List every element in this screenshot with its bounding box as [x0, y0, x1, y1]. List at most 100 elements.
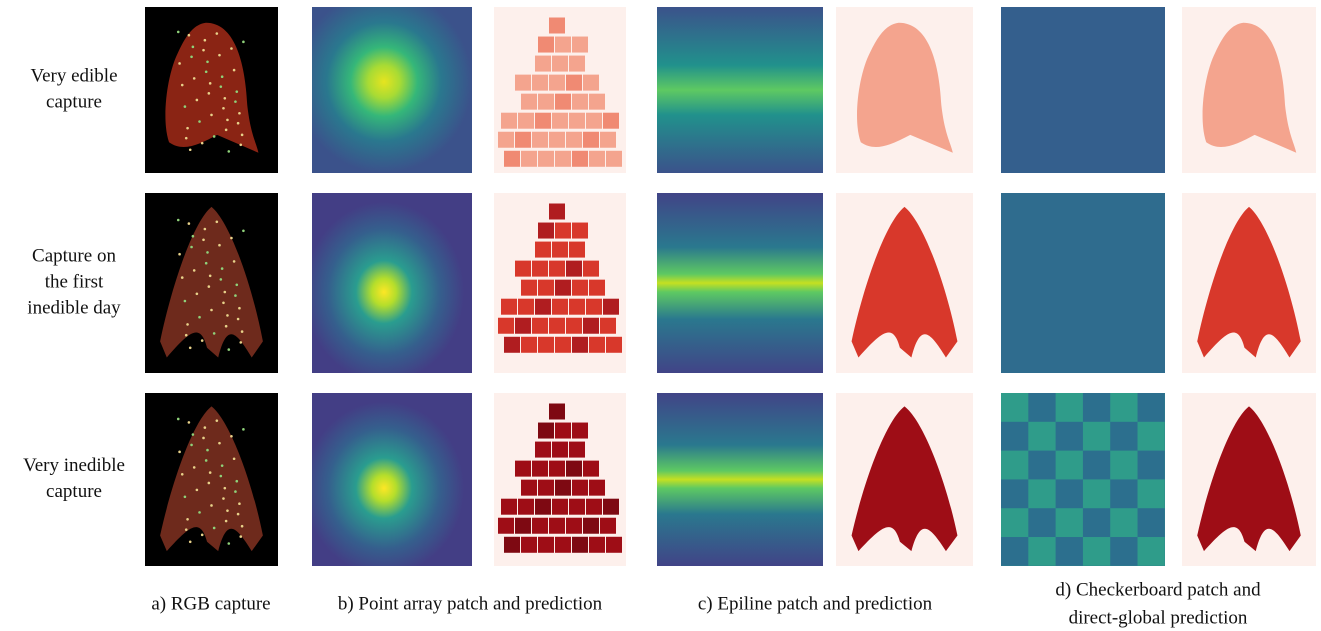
- seed: [238, 111, 241, 115]
- column-caption: b) Point array patch and prediction: [338, 593, 603, 614]
- seed: [210, 504, 213, 507]
- prediction-square: [514, 316, 532, 335]
- prediction-square: [531, 459, 549, 478]
- prediction-square: [551, 297, 569, 316]
- prediction-square: [551, 440, 569, 459]
- seed: [183, 495, 187, 499]
- prediction-square: [568, 497, 586, 516]
- seed: [236, 121, 240, 125]
- seed: [198, 120, 201, 123]
- prediction-square: [565, 130, 583, 149]
- prediction-square: [534, 54, 552, 73]
- prediction-square: [531, 516, 549, 535]
- heatmap: [657, 7, 823, 173]
- prediction-square: [582, 130, 600, 149]
- prediction-square: [605, 535, 623, 554]
- seed: [183, 105, 187, 108]
- seed: [187, 33, 191, 37]
- prediction-square: [534, 440, 552, 459]
- seed: [183, 299, 187, 303]
- prediction-square: [497, 130, 515, 149]
- seed: [204, 261, 208, 265]
- seed: [202, 238, 205, 242]
- seed: [235, 90, 239, 93]
- prediction-square: [599, 130, 617, 149]
- row-label: Very edible: [30, 65, 117, 86]
- seed: [240, 330, 244, 333]
- seed: [191, 433, 195, 436]
- heatmap: [312, 393, 472, 566]
- prediction-square: [554, 221, 572, 240]
- prediction-square: [517, 111, 535, 130]
- heatmap: [657, 393, 823, 566]
- prediction-square: [554, 35, 572, 54]
- seed: [202, 48, 205, 52]
- seed: [218, 53, 221, 57]
- prediction-square: [605, 335, 623, 354]
- prediction-square: [565, 516, 583, 535]
- prediction-square: [531, 259, 549, 278]
- prediction-square: [582, 316, 600, 335]
- seed: [230, 236, 233, 240]
- prediction-square: [571, 278, 589, 297]
- row-label: capture: [46, 481, 102, 502]
- prediction-square: [602, 297, 620, 316]
- heatmap: [1001, 393, 1165, 566]
- seed: [207, 92, 211, 95]
- column-caption: a) RGB capture: [151, 593, 270, 614]
- seed: [238, 306, 241, 310]
- seed: [198, 315, 201, 319]
- prediction-square: [537, 335, 555, 354]
- prediction-square: [599, 516, 617, 535]
- seed: [223, 290, 227, 294]
- seed: [226, 509, 229, 512]
- seed: [184, 136, 188, 140]
- prediction-square: [554, 335, 572, 354]
- prediction-square: [531, 130, 549, 149]
- seed: [208, 274, 212, 278]
- seed: [204, 70, 208, 74]
- seed: [207, 285, 211, 288]
- prediction-square: [517, 297, 535, 316]
- seed: [203, 426, 207, 429]
- prediction-square: [588, 149, 606, 168]
- prediction-square: [551, 111, 569, 130]
- seed: [239, 341, 243, 344]
- prediction-square: [571, 335, 589, 354]
- row-label: the first: [45, 271, 104, 292]
- prediction-square: [514, 259, 532, 278]
- seed: [227, 542, 231, 545]
- prediction-square: [531, 73, 549, 92]
- prediction-square: [568, 54, 586, 73]
- prediction-square: [517, 497, 535, 516]
- seed: [220, 464, 224, 467]
- seed: [235, 479, 239, 483]
- seed: [208, 82, 212, 85]
- prediction-square: [520, 478, 538, 497]
- prediction-square: [554, 421, 572, 440]
- prediction-square: [534, 240, 552, 259]
- prediction-square: [588, 92, 606, 111]
- prediction-square: [520, 535, 538, 554]
- column-caption: c) Epiline patch and prediction: [698, 593, 933, 614]
- seed: [224, 519, 228, 523]
- row-label: Capture on: [32, 245, 116, 266]
- prediction-shape: [1197, 406, 1301, 552]
- prediction-square: [503, 335, 521, 354]
- prediction-square: [571, 35, 589, 54]
- prediction-square: [588, 478, 606, 497]
- prediction-square: [582, 516, 600, 535]
- prediction-square: [514, 516, 532, 535]
- seed: [204, 459, 208, 462]
- prediction-square: [537, 92, 555, 111]
- prediction-square: [534, 297, 552, 316]
- prediction-square: [571, 149, 589, 168]
- prediction-square: [554, 535, 572, 554]
- seed: [203, 227, 207, 231]
- prediction-square: [548, 202, 566, 221]
- prediction-square: [571, 478, 589, 497]
- seed: [215, 32, 219, 35]
- prediction-square: [588, 535, 606, 554]
- prediction-square: [548, 516, 566, 535]
- seed: [218, 243, 221, 247]
